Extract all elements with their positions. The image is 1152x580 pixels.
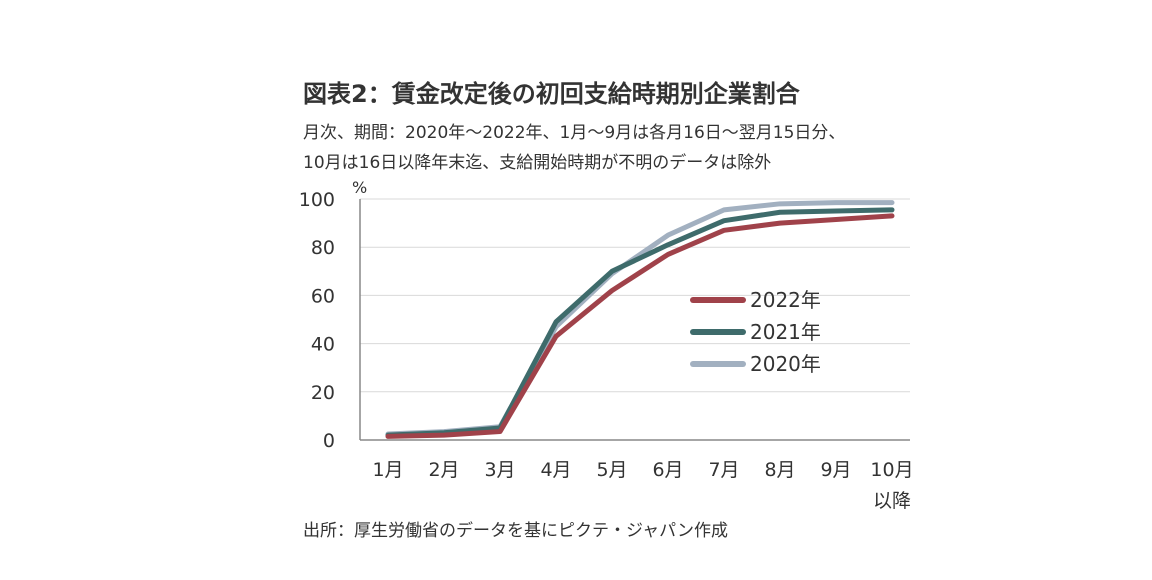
y-tick-label: 20 [311,382,335,404]
gridlines [360,198,910,393]
x-tick-label: 7月 [708,459,739,481]
legend-label: 2020年 [750,352,821,376]
x-tick-sublabel: 以降 [873,490,911,512]
chart-title: 図表2：賃金改定後の初回支給時期別企業割合 [303,80,800,108]
x-tick-label: 6月 [652,459,683,481]
x-tick-label: 4月 [540,459,571,481]
series-line-2022 [385,213,895,439]
y-tick-label: 100 [299,189,335,211]
y-tick-label: 40 [311,334,335,356]
series-lines [385,200,895,439]
source-note: 出所：厚生労働省のデータを基にピクテ・ジャパン作成 [303,521,728,541]
x-tick-label: 10月 [870,459,913,481]
x-tick-label: 2月 [428,459,459,481]
legend-label: 2022年 [750,288,821,312]
y-tick-label: 80 [311,237,335,259]
x-tick-label: 1月 [372,459,403,481]
legend: 2022年 2021年 2020年 [690,288,821,376]
y-tick-labels: 0 20 40 60 80 100 [299,189,335,452]
chart-subtitle-line-2: 10月は16日以降年末迄、支給開始時期が不明のデータは除外 [303,153,772,173]
x-tick-label: 9月 [820,459,851,481]
y-axis-unit-label: % [352,178,367,197]
x-tick-label: 3月 [484,459,515,481]
y-tick-label: 0 [323,430,335,452]
chart-subtitle-line-1: 月次、期間：2020年～2022年、1月～9月は各月16日～翌月15日分、 [303,123,846,143]
legend-label: 2021年 [750,320,821,344]
y-tick-label: 60 [311,285,335,307]
series-line-2020 [385,200,895,437]
x-tick-label: 5月 [596,459,627,481]
series-line-2021 [385,207,895,438]
x-tick-label: 8月 [764,459,795,481]
